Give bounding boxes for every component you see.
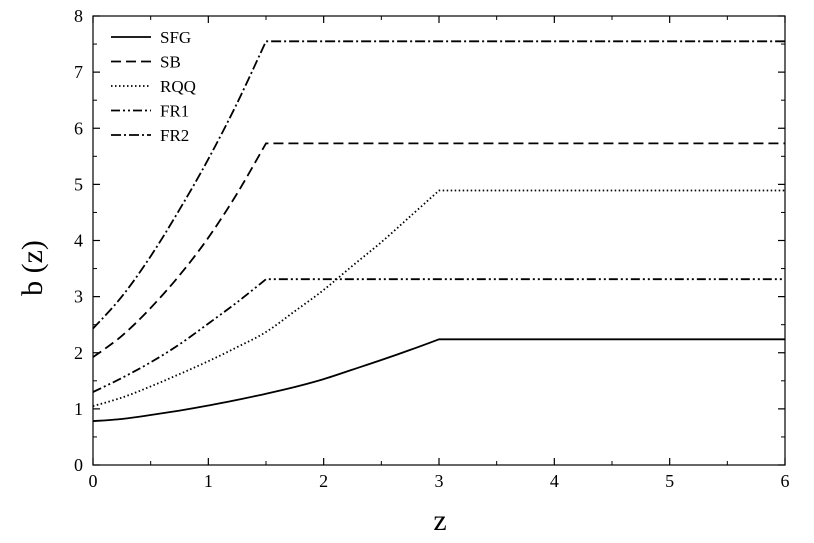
legend-label-sb: SB (160, 53, 181, 72)
y-tick-label: 0 (74, 455, 83, 475)
x-tick-label: 5 (665, 471, 674, 491)
legend-label-fr1: FR1 (160, 102, 189, 121)
y-tick-label: 8 (74, 6, 83, 26)
y-tick-label: 7 (74, 62, 83, 82)
series-line-fr2 (92, 40, 785, 330)
x-tick-label: 2 (319, 471, 328, 491)
x-tick-label: 6 (781, 471, 790, 491)
plot-border (92, 15, 786, 466)
y-tick-label: 2 (74, 343, 83, 363)
x-tick-label: 3 (435, 471, 444, 491)
x-tick-label: 4 (550, 471, 559, 491)
y-tick-label: 6 (74, 118, 83, 138)
series-line-rqq (92, 189, 785, 407)
legend: SFG SB RQQ FR1 FR2 (111, 28, 196, 145)
series-line-sb (92, 142, 785, 358)
y-tick-label: 3 (74, 287, 83, 307)
series-line-fr1 (92, 278, 785, 393)
x-tick-label: 1 (204, 471, 213, 491)
x-axis-label: z (433, 504, 446, 537)
y-tick-label: 5 (74, 174, 83, 194)
axis-ticks: 0 1 2 3 4 5 6 0 1 2 3 4 5 6 7 8 (74, 6, 790, 491)
x-tick-label: 0 (89, 471, 98, 491)
series-layer (92, 40, 785, 423)
legend-label-sfg: SFG (160, 28, 191, 47)
y-axis-label: b (z) (16, 240, 49, 296)
plot-area (92, 15, 786, 466)
legend-label-rqq: RQQ (160, 77, 196, 96)
series-line-sfg (92, 338, 785, 423)
legend-label-fr2: FR2 (160, 126, 189, 145)
y-tick-label: 1 (74, 399, 83, 419)
y-tick-label: 4 (74, 231, 83, 251)
